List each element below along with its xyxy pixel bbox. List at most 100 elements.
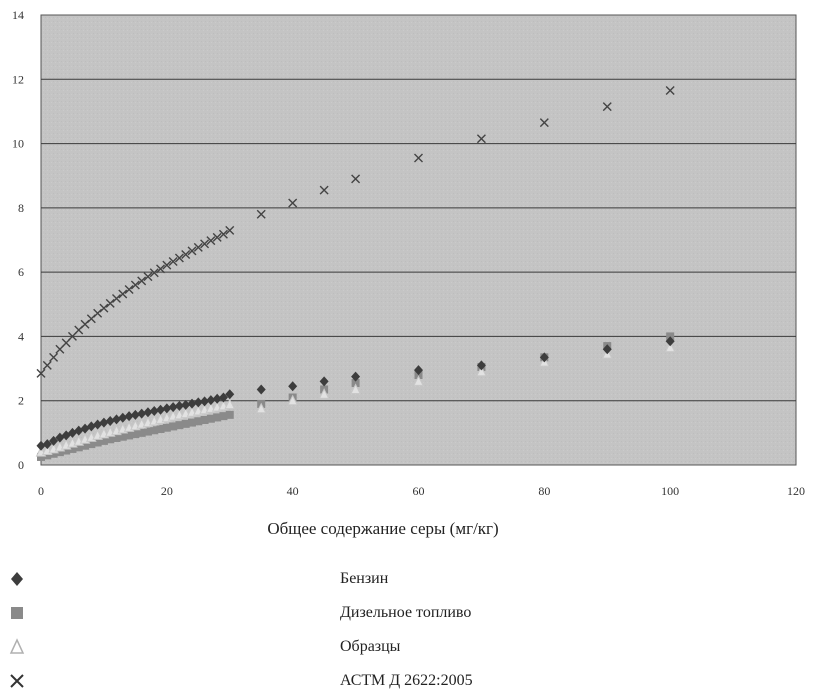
data-point — [43, 451, 52, 460]
data-point — [156, 264, 166, 274]
y-tick-label: 14 — [12, 8, 24, 22]
data-point — [49, 435, 59, 446]
data-point — [156, 425, 165, 433]
data-point — [200, 396, 210, 407]
data-point — [350, 383, 361, 394]
data-point — [42, 439, 52, 450]
cross-icon — [10, 674, 24, 688]
y-tick-label: 0 — [18, 458, 24, 472]
x-tick-label: 80 — [538, 484, 550, 498]
data-point — [143, 407, 153, 418]
data-point — [288, 381, 298, 392]
data-point — [37, 452, 45, 461]
data-point — [62, 446, 71, 455]
series-diamond — [36, 336, 675, 451]
data-point — [414, 153, 423, 163]
data-point — [55, 448, 64, 457]
data-point — [130, 409, 140, 420]
data-point — [81, 441, 90, 450]
data-point — [112, 294, 121, 303]
data-point — [68, 444, 77, 453]
data-point — [288, 198, 298, 208]
data-point — [174, 253, 184, 263]
data-point — [137, 428, 146, 437]
y-tick-labels: 0 2 4 6 8 10 12 14 — [12, 8, 24, 472]
data-point — [174, 400, 184, 411]
data-point — [36, 440, 46, 451]
data-point — [539, 118, 549, 128]
data-point — [319, 376, 329, 387]
data-point — [218, 229, 228, 239]
data-point — [212, 232, 222, 242]
data-point — [476, 134, 486, 144]
data-point — [137, 408, 147, 419]
x-tick-label: 120 — [787, 484, 805, 498]
diamond-icon — [11, 572, 23, 586]
data-point — [112, 434, 121, 442]
data-point — [74, 443, 83, 452]
data-point — [188, 418, 196, 427]
data-point — [105, 298, 115, 308]
data-point — [664, 341, 676, 353]
data-point — [99, 303, 109, 313]
data-point — [200, 416, 209, 424]
data-point — [665, 336, 675, 347]
data-point — [206, 395, 216, 406]
legend-label: Бензин — [340, 570, 389, 587]
data-point — [49, 352, 59, 362]
data-points — [35, 86, 676, 461]
legend-item-diesel: Дизельное топливо — [0, 600, 814, 628]
x-tick-label: 40 — [287, 484, 299, 498]
data-point — [99, 417, 109, 428]
data-point — [287, 394, 298, 406]
data-point — [99, 436, 108, 445]
data-point — [36, 368, 46, 378]
data-point — [225, 389, 235, 400]
data-point — [224, 398, 236, 410]
data-point — [318, 388, 330, 399]
y-tick-label: 12 — [12, 72, 24, 86]
data-point — [539, 352, 549, 363]
data-point — [106, 435, 115, 444]
y-tick-label: 4 — [18, 329, 24, 343]
data-point — [256, 384, 266, 395]
data-point — [93, 308, 103, 318]
data-point — [319, 185, 329, 195]
x-tick-label: 100 — [661, 484, 679, 498]
data-point — [93, 438, 102, 447]
data-point — [87, 440, 96, 449]
data-point — [256, 209, 266, 219]
data-point — [169, 422, 178, 431]
data-point — [602, 344, 612, 355]
legend-label: Образцы — [340, 638, 401, 655]
data-point — [124, 285, 134, 294]
plot-area — [40, 14, 797, 466]
x-tick-label: 60 — [413, 484, 425, 498]
data-point — [175, 421, 184, 430]
data-point — [49, 449, 58, 458]
data-point — [193, 397, 203, 408]
data-point — [218, 392, 228, 403]
data-point — [225, 410, 234, 419]
legend-item-samples: Образцы — [0, 634, 814, 662]
series-triangle — [35, 341, 676, 457]
data-point — [124, 411, 134, 422]
data-point — [143, 272, 153, 282]
data-point — [181, 249, 191, 259]
y-tick-label: 8 — [18, 201, 24, 215]
data-point — [181, 399, 191, 410]
data-point — [74, 425, 84, 436]
data-point — [112, 414, 121, 425]
data-point — [168, 402, 178, 413]
data-point — [414, 365, 423, 376]
y-tick-label: 2 — [18, 394, 24, 408]
data-point — [602, 102, 612, 112]
data-point — [156, 404, 166, 415]
data-point — [219, 412, 228, 421]
data-point — [162, 260, 172, 270]
data-point — [150, 426, 159, 435]
data-point — [206, 236, 216, 246]
x-tick-label: 0 — [38, 484, 44, 498]
grid-lines — [41, 78, 796, 402]
data-point — [125, 431, 134, 440]
